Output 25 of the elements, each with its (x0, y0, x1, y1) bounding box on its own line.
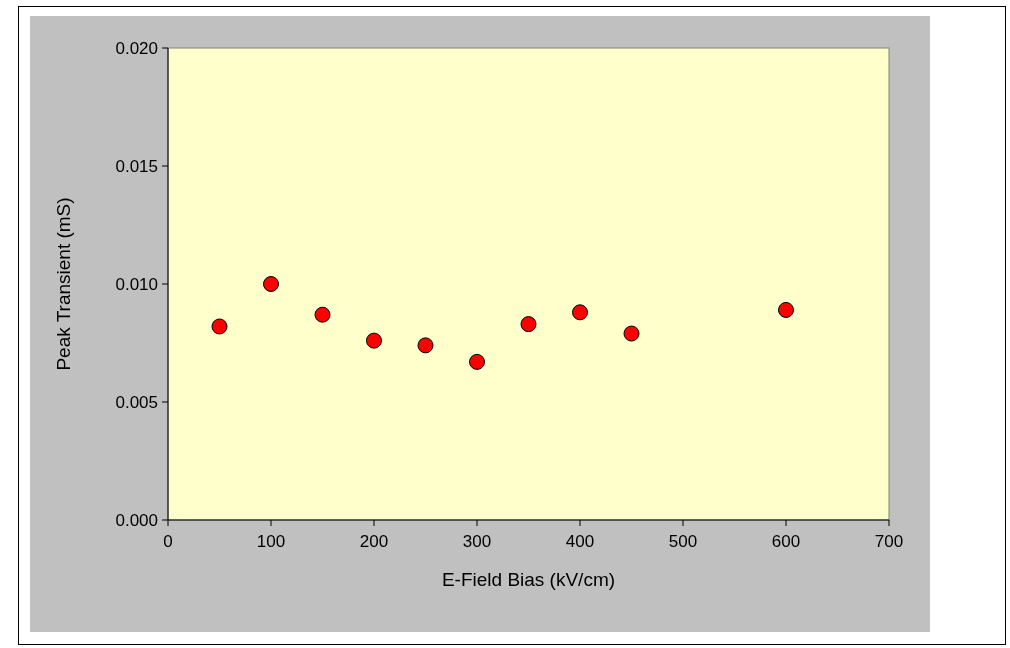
x-tick-label: 500 (668, 532, 698, 551)
x-axis-title: E-Field Bias (kV/cm) (441, 569, 616, 590)
point (314, 306, 331, 323)
y-tick-label: 0.005 (115, 392, 158, 412)
y-tick-label: 0.000 (115, 510, 158, 530)
x-tick-label: 700 (874, 532, 904, 551)
point (417, 337, 434, 354)
point (778, 301, 794, 318)
y-axis-title: Peak Transient (mS) (53, 197, 74, 371)
y-tick-label: 0.010 (115, 274, 158, 294)
x-tick-label: 300 (462, 532, 492, 551)
x-tick-label: 0 (163, 532, 173, 551)
x-tick-label: 100 (256, 532, 286, 551)
point (469, 353, 485, 370)
point (211, 318, 228, 335)
y-tick-label: 0.015 (115, 156, 158, 176)
x-tick-label: 600 (771, 532, 801, 551)
point (572, 304, 588, 321)
point (263, 276, 279, 292)
x-tick-label: 200 (359, 532, 389, 551)
y-tick-label: 0.020 (115, 38, 158, 58)
point (520, 316, 537, 333)
point (623, 325, 640, 342)
x-tick-label: 400 (565, 532, 595, 551)
point (366, 332, 382, 349)
